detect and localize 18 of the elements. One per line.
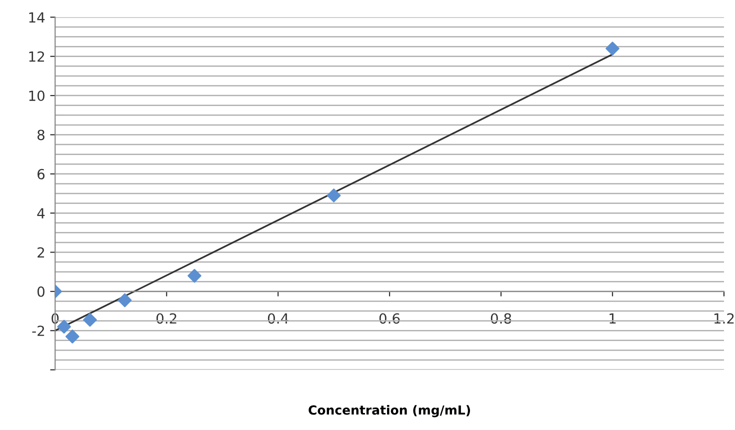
point: [606, 42, 620, 56]
point: [118, 293, 132, 308]
y-tick-label: 14: [29, 12, 45, 22]
y-tick-label: 4: [37, 208, 45, 218]
y-tick-label: 10: [29, 90, 44, 102]
y-tick-label: 12: [29, 51, 44, 62]
point: [57, 320, 71, 334]
x-tick-label: 1.2: [714, 313, 734, 324]
y-tick-label: 2: [38, 247, 44, 258]
point: [65, 330, 80, 344]
y-tick-label: 6: [38, 168, 45, 180]
point: [326, 188, 341, 202]
y-tick-label: -2: [32, 326, 44, 336]
y-tick-label: 0: [37, 286, 44, 297]
point: [83, 312, 97, 327]
y-tick-label: 8: [38, 130, 44, 140]
point: [188, 268, 202, 283]
x-axis-title: Concentration (mg/mL): [308, 405, 470, 418]
